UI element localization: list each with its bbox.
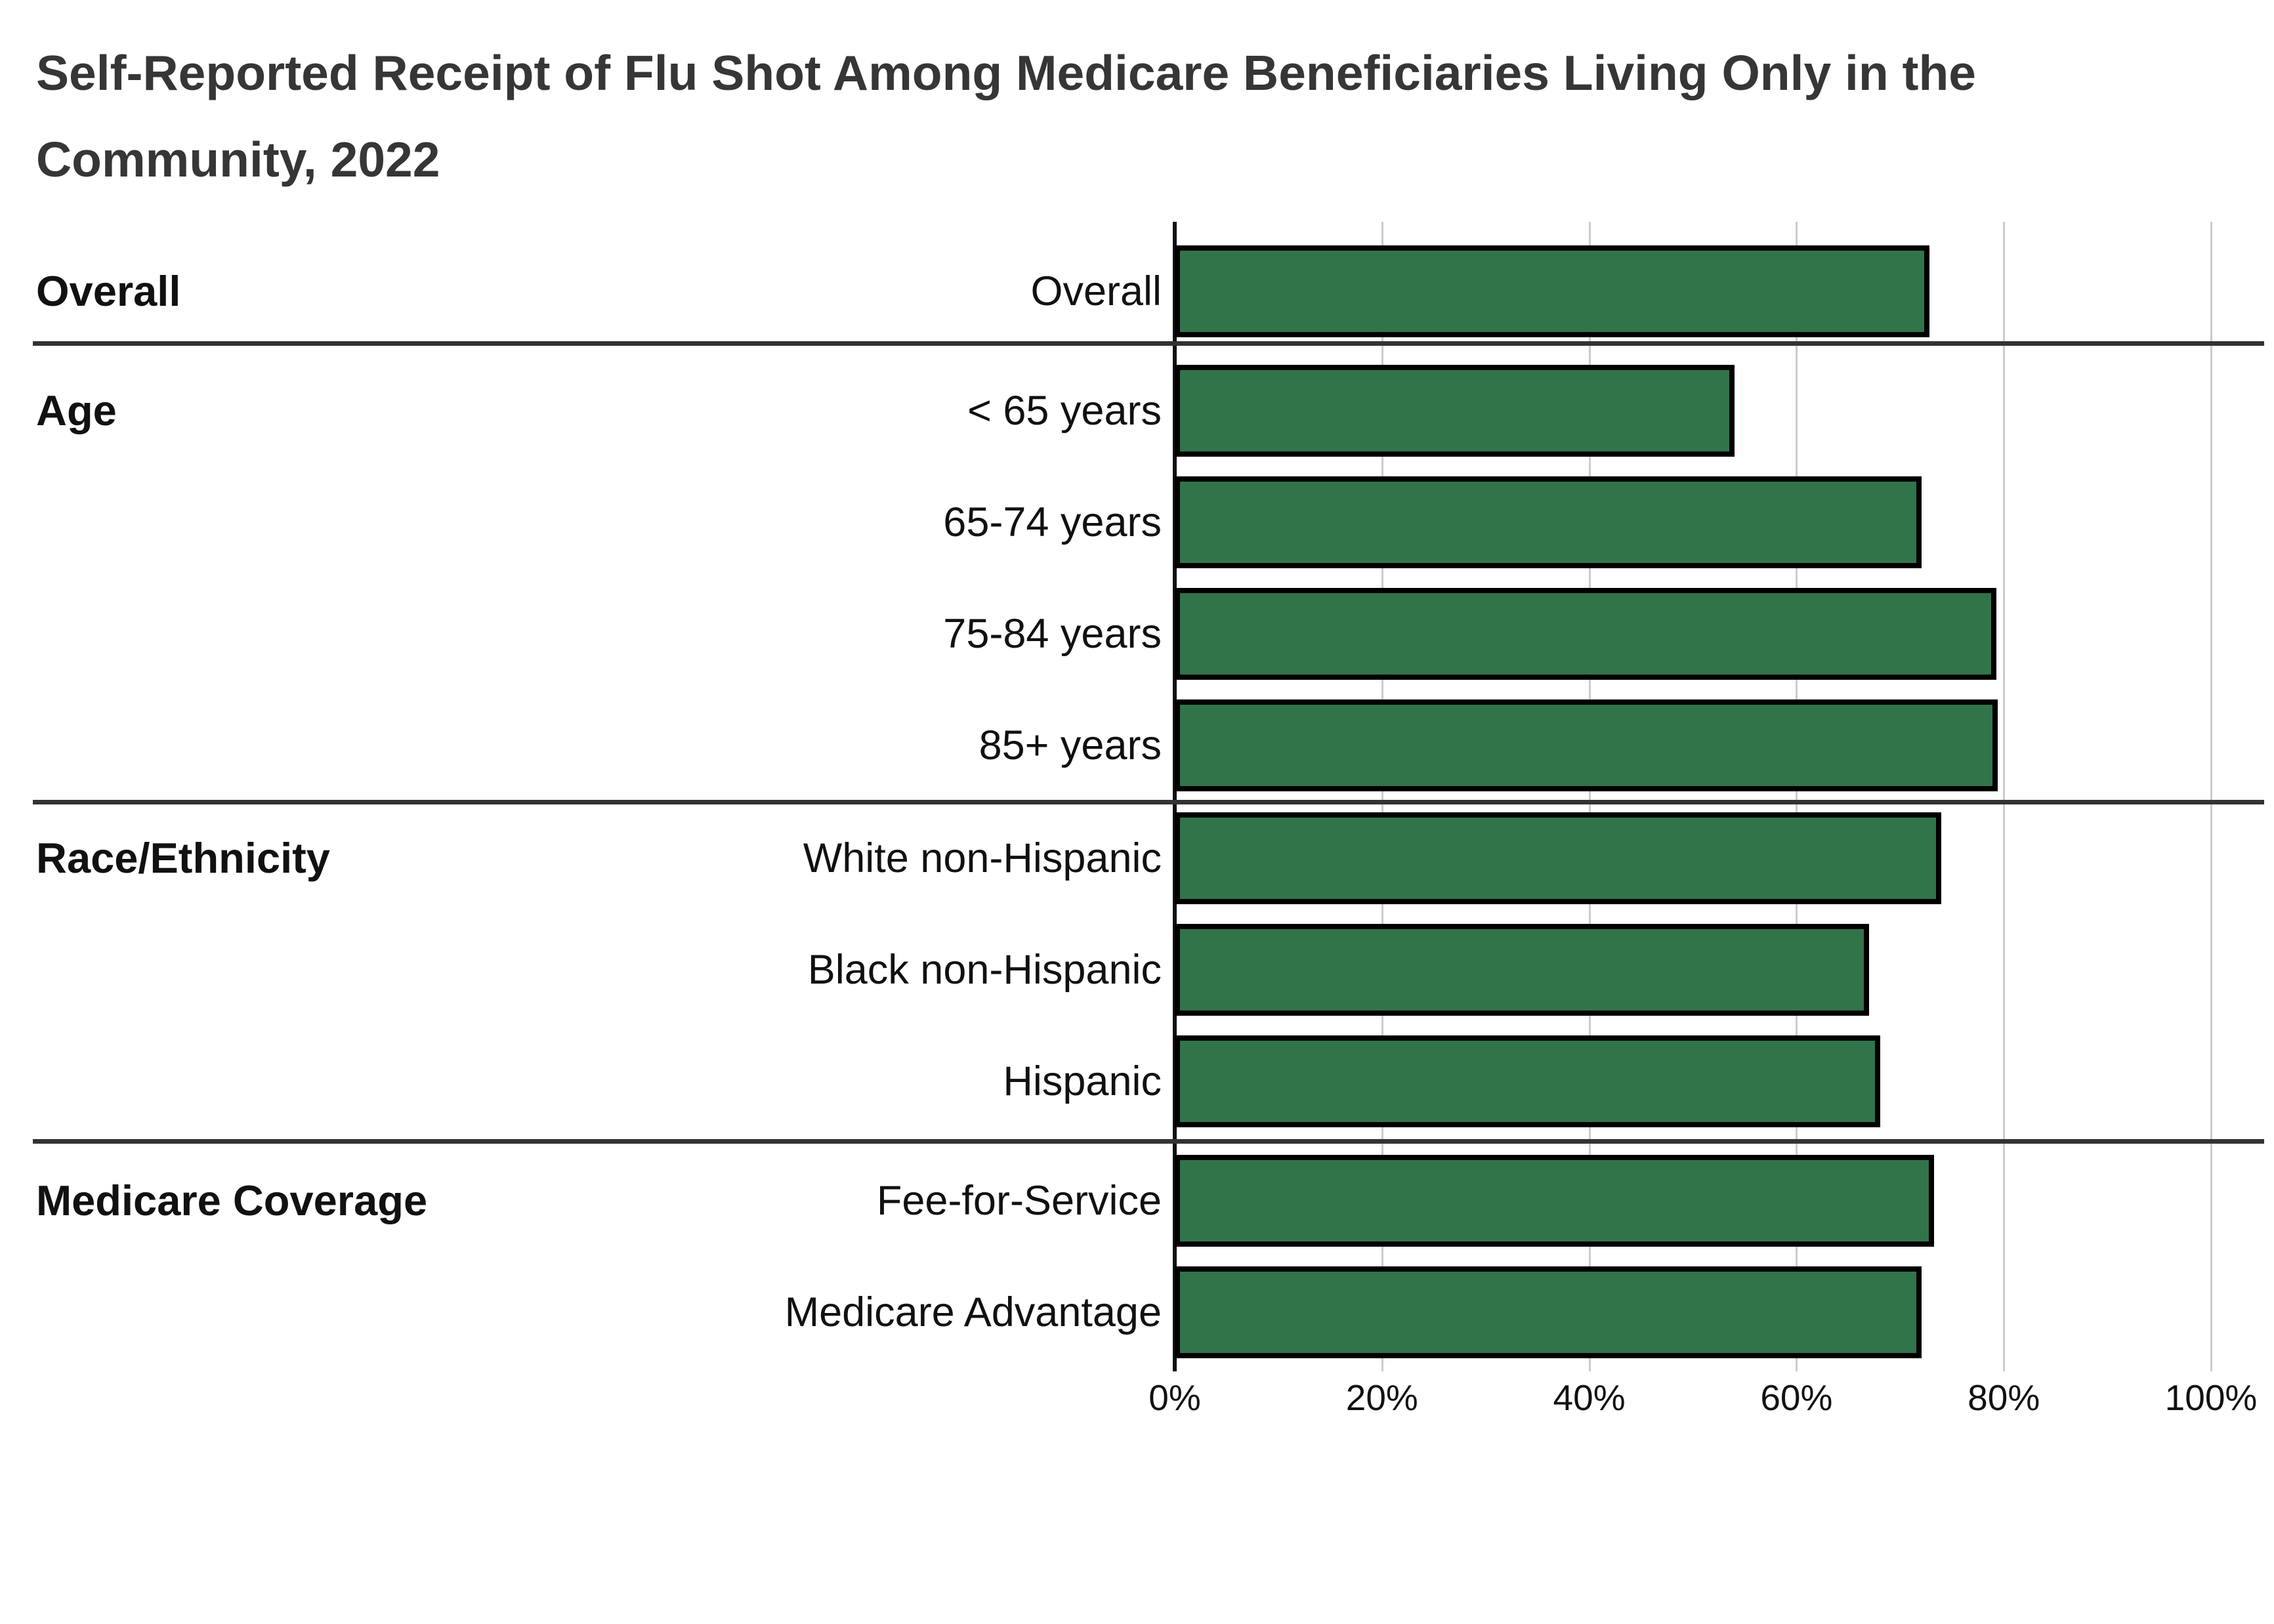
bar <box>1175 1035 1880 1127</box>
bar <box>1175 245 1929 337</box>
row-label: 65-74 years <box>943 499 1162 545</box>
gridline-100pct <box>2210 222 2212 1371</box>
row-label: 85+ years <box>979 722 1162 768</box>
x-tick-label-40: 40% <box>1553 1377 1626 1418</box>
group-separator-1 <box>33 341 2264 346</box>
row-label: Medicare Advantage <box>784 1289 1162 1335</box>
bar <box>1175 1155 1934 1247</box>
bar <box>1175 924 1869 1016</box>
x-tick-label-80: 80% <box>1968 1377 2040 1418</box>
bar <box>1175 588 1996 680</box>
x-tick-label-0: 0% <box>1148 1377 1201 1418</box>
chart-title: Self-Reported Receipt of Flu Shot Among … <box>36 45 1976 187</box>
x-tick-label-100: 100% <box>2164 1377 2258 1418</box>
group-separator-3 <box>33 1139 2264 1144</box>
bar <box>1175 1266 1922 1358</box>
gridline-80pct <box>2003 222 2006 1371</box>
bar <box>1175 812 1941 904</box>
group-label-2: Race/Ethnicity <box>36 834 330 882</box>
gridline-60pct <box>1796 222 1798 1371</box>
row-label: Overall <box>1030 268 1162 314</box>
group-separator-2 <box>33 800 2264 804</box>
bar <box>1175 476 1922 568</box>
group-label-0: Overall <box>36 267 181 315</box>
row-label: Hispanic <box>1003 1058 1162 1104</box>
bar <box>1175 365 1735 457</box>
x-tick-label-60: 60% <box>1760 1377 1833 1418</box>
row-label: 75-84 years <box>943 611 1162 657</box>
row-label: Black non-Hispanic <box>807 947 1162 993</box>
row-label: White non-Hispanic <box>803 835 1162 881</box>
x-tick-label-20: 20% <box>1345 1377 1418 1418</box>
row-label: Fee-for-Service <box>876 1178 1162 1224</box>
gridline-20pct <box>1381 222 1383 1371</box>
group-label-3: Medicare Coverage <box>36 1176 428 1224</box>
bar <box>1175 699 1998 791</box>
row-label: < 65 years <box>967 388 1162 434</box>
x-axis-line <box>1173 222 1177 1371</box>
group-label-1: Age <box>36 386 117 434</box>
gridline-40pct <box>1588 222 1591 1371</box>
